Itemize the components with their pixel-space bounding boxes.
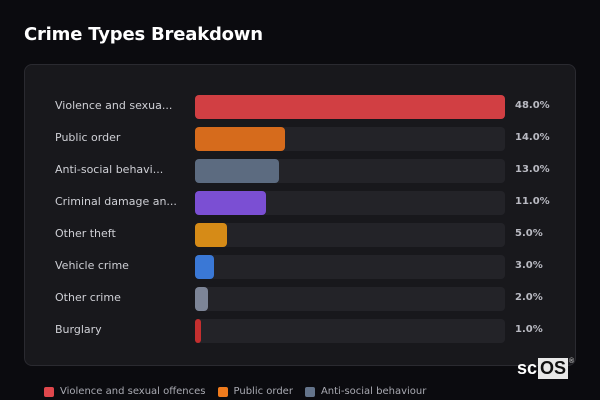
bar-fill[interactable] [195, 255, 215, 279]
legend-item[interactable]: Violence and sexual offences [44, 386, 206, 397]
bar-fill[interactable] [195, 159, 279, 183]
bar-label: Other crime [55, 291, 121, 304]
bar-fill[interactable] [195, 223, 228, 247]
bar-row: Anti-social behavi... 13.0% [25, 159, 575, 183]
logo-prefix: sc [517, 358, 538, 378]
bar-row: Criminal damage an... 11.0% [25, 191, 575, 215]
bar-row: Other theft 5.0% [25, 223, 575, 247]
bar-percentage: 13.0% [515, 164, 550, 175]
legend-label: Public order [233, 386, 293, 397]
bar-percentage: 11.0% [515, 196, 550, 207]
logo-boxed: OS [538, 358, 569, 379]
bar-label: Vehicle crime [55, 259, 129, 272]
bar-row: Violence and sexua... 48.0% [25, 95, 575, 119]
legend-label: Violence and sexual offences [60, 386, 206, 397]
bar-track [195, 191, 505, 215]
bar-label: Other theft [55, 227, 116, 240]
bar-row: Public order 14.0% [25, 127, 575, 151]
bar-row: Vehicle crime 3.0% [25, 255, 575, 279]
chart-title: Crime Types Breakdown [24, 24, 263, 45]
legend-item[interactable]: Public order [217, 386, 293, 397]
bar-track [195, 223, 505, 247]
bar-row: Other crime 2.0% [25, 287, 575, 311]
bar-track [195, 255, 505, 279]
legend-swatch-icon [44, 386, 54, 397]
bar-track [195, 95, 505, 119]
bar-label: Burglary [55, 323, 102, 336]
bar-percentage: 3.0% [515, 260, 543, 271]
bar-percentage: 5.0% [515, 228, 543, 239]
bar-label: Public order [55, 131, 121, 144]
legend: Violence and sexual offences Public order… [44, 386, 426, 397]
bar-fill[interactable] [195, 287, 208, 311]
bar-fill[interactable] [195, 319, 202, 343]
bar-row: Burglary 1.0% [25, 319, 575, 343]
bar-track [195, 127, 505, 151]
bar-percentage: 2.0% [515, 292, 543, 303]
bar-track [195, 319, 505, 343]
scos-logo: sc OS ® [517, 358, 574, 379]
bar-fill[interactable] [195, 191, 267, 215]
legend-swatch-icon [304, 386, 315, 397]
bar-label: Anti-social behavi... [55, 163, 164, 176]
legend-item[interactable]: Anti-social behaviour [304, 386, 427, 397]
legend-label: Anti-social behaviour [320, 386, 427, 397]
bar-percentage: 1.0% [515, 324, 543, 335]
bar-percentage: 48.0% [515, 100, 550, 111]
chart-card: Violence and sexua... 48.0% Public order 14… [24, 64, 576, 366]
bar-label: Violence and sexua... [55, 99, 173, 112]
logo-registered-mark: ® [569, 358, 575, 365]
legend-swatch-icon [217, 386, 228, 397]
bar-fill[interactable] [195, 95, 505, 119]
bar-track [195, 287, 505, 311]
bar-track [195, 159, 505, 183]
bar-label: Criminal damage an... [55, 195, 177, 208]
bar-percentage: 14.0% [515, 132, 550, 143]
bar-fill[interactable] [195, 127, 286, 151]
